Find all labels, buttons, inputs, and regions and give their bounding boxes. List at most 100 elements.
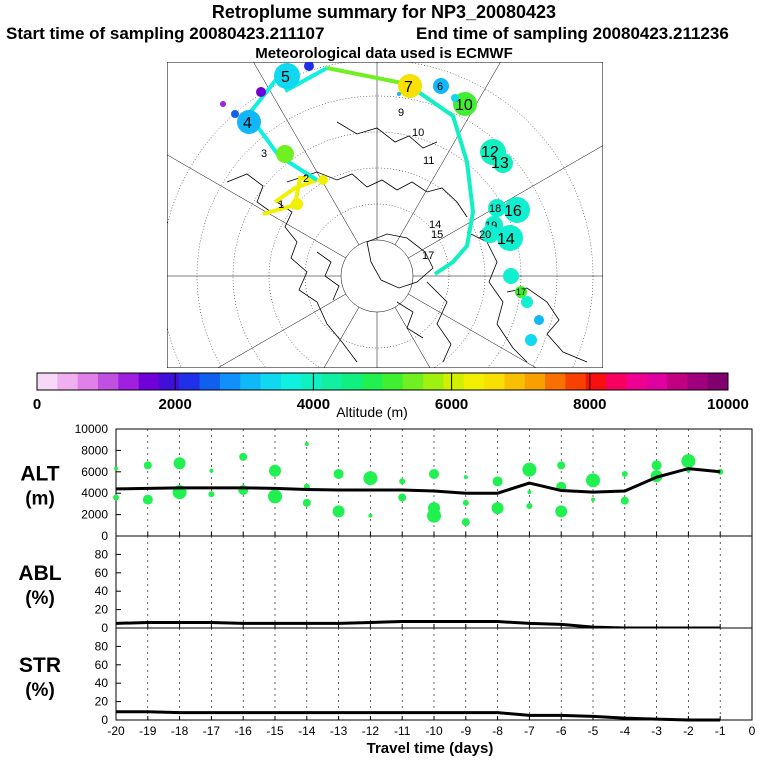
- day-label-4: 4: [243, 115, 252, 132]
- x-tick-label: -4: [619, 724, 630, 738]
- colorbar-cell: [341, 373, 363, 390]
- series-line-str: [116, 710, 721, 722]
- particle-point: [555, 505, 568, 518]
- colorbar-label: Altitude (m): [336, 404, 408, 420]
- x-tick-label: -18: [171, 724, 189, 738]
- particle-point: [620, 496, 629, 505]
- day-marker-17: 17: [515, 286, 527, 298]
- colorbar-cell: [260, 373, 282, 390]
- colorbar-cell: [382, 373, 404, 390]
- day-marker-7: 7: [398, 74, 422, 98]
- day-marker-5: 5: [274, 63, 300, 89]
- day-label-2: 2: [303, 173, 309, 185]
- day-label-9: 9: [398, 107, 404, 119]
- particle-point: [209, 468, 214, 473]
- particle-point: [268, 489, 282, 504]
- y-tick-label: 40: [95, 584, 109, 598]
- colorbar-cell: [321, 373, 343, 390]
- particle-point: [269, 464, 281, 477]
- particle-point: [333, 468, 344, 479]
- colorbar-cell: [545, 373, 566, 390]
- colorbar-cell: [77, 373, 99, 390]
- particle-point: [527, 490, 532, 495]
- day-marker-6: 6: [433, 78, 449, 94]
- start-time-label: Start time of sampling 20080423.211107: [6, 24, 325, 43]
- ring-label-17: 17: [422, 250, 434, 262]
- y-tick-label: 0: [101, 713, 108, 727]
- plume-dot: [534, 315, 544, 325]
- x-tick-label: -13: [330, 724, 348, 738]
- y-tick-label: 2000: [81, 508, 108, 522]
- particle-point: [462, 499, 469, 506]
- colorbar-cell: [504, 373, 526, 390]
- day-label-18: 18: [489, 203, 501, 215]
- day-label-10: 10: [455, 97, 473, 114]
- meridian-line: [408, 293, 537, 368]
- plume-dot: [525, 334, 537, 346]
- colorbar-cell: [646, 373, 668, 390]
- panel-label: ALT: [20, 463, 59, 486]
- x-tick-label: -20: [107, 724, 125, 738]
- day-label-16: 16: [504, 203, 522, 220]
- plume-dot: [220, 101, 226, 107]
- colorbar-cell: [301, 373, 323, 390]
- colorbar-cell: [667, 373, 688, 390]
- y-tick-label: 80: [95, 547, 109, 561]
- colorbar-cell: [97, 373, 119, 390]
- meridian-line: [217, 293, 346, 368]
- ring-label-11: 11: [423, 155, 434, 167]
- colorbar-cell: [402, 373, 424, 390]
- colorbar-tick-label: 10000: [707, 396, 749, 413]
- colorbar-cell: [707, 373, 729, 390]
- particle-point: [651, 460, 662, 471]
- particle-point: [461, 518, 470, 527]
- particle-point: [463, 475, 468, 480]
- colorbar-cell: [118, 373, 140, 390]
- x-tick-label: -5: [588, 724, 599, 738]
- day-marker-18: 18: [488, 199, 506, 217]
- meridian-line: [167, 154, 346, 259]
- x-tick-label: -16: [235, 724, 253, 738]
- particle-point: [427, 508, 441, 523]
- map-day-markers: 1 2 3 4 5 6 7 9 10 10 11 12 13 14 14 15 …: [220, 62, 544, 346]
- colorbar-cell: [37, 373, 58, 390]
- x-tick-label: -17: [203, 724, 221, 738]
- particle-point: [429, 468, 439, 479]
- plume-dot: [231, 110, 239, 118]
- day-label-14: 14: [497, 231, 515, 248]
- colorbar-cell: [606, 373, 627, 390]
- colorbar-cell: [240, 373, 262, 390]
- colorbar-cell: [626, 373, 648, 390]
- y-tick-label: 0: [101, 529, 108, 543]
- day-label-13: 13: [491, 155, 509, 172]
- colorbar-tick-label: 0: [33, 396, 41, 413]
- particle-point: [208, 491, 215, 498]
- y-tick-label: 60: [95, 658, 109, 672]
- meridian-line: [323, 307, 360, 368]
- x-tick-label: -7: [524, 724, 535, 738]
- colorbar-cell: [443, 373, 465, 390]
- panel-abl: 0 20 40 60 80 ABL (%): [18, 535, 753, 635]
- day-marker-4: 4: [237, 110, 261, 134]
- day-marker-2: 2: [303, 173, 328, 185]
- trajectory-green-segment: [326, 66, 408, 86]
- particle-point: [526, 503, 533, 510]
- day-marker-14: 14: [497, 225, 523, 251]
- y-tick-label: 6000: [81, 465, 108, 479]
- particle-point: [363, 471, 378, 486]
- y-tick-label: 80: [95, 639, 109, 653]
- end-time-label: End time of sampling 20080423.211236: [416, 24, 729, 43]
- plume-dot: [451, 94, 459, 102]
- day-label-12: 12: [481, 144, 499, 161]
- particle-point: [143, 461, 152, 470]
- particle-point: [142, 494, 153, 505]
- panel-frame: [115, 627, 753, 721]
- panel-unit-label: (m): [25, 489, 55, 510]
- x-tick-label: -12: [362, 724, 380, 738]
- day-marker-8: 9: [397, 92, 404, 119]
- day-marker-3: 3: [261, 145, 294, 163]
- panel-label: ABL: [18, 562, 61, 585]
- particle-point: [491, 502, 504, 515]
- panel-alt: 0 2000 4000 6000 8000 10000 ALT (m): [20, 422, 753, 543]
- y-tick-label: 0: [101, 621, 108, 635]
